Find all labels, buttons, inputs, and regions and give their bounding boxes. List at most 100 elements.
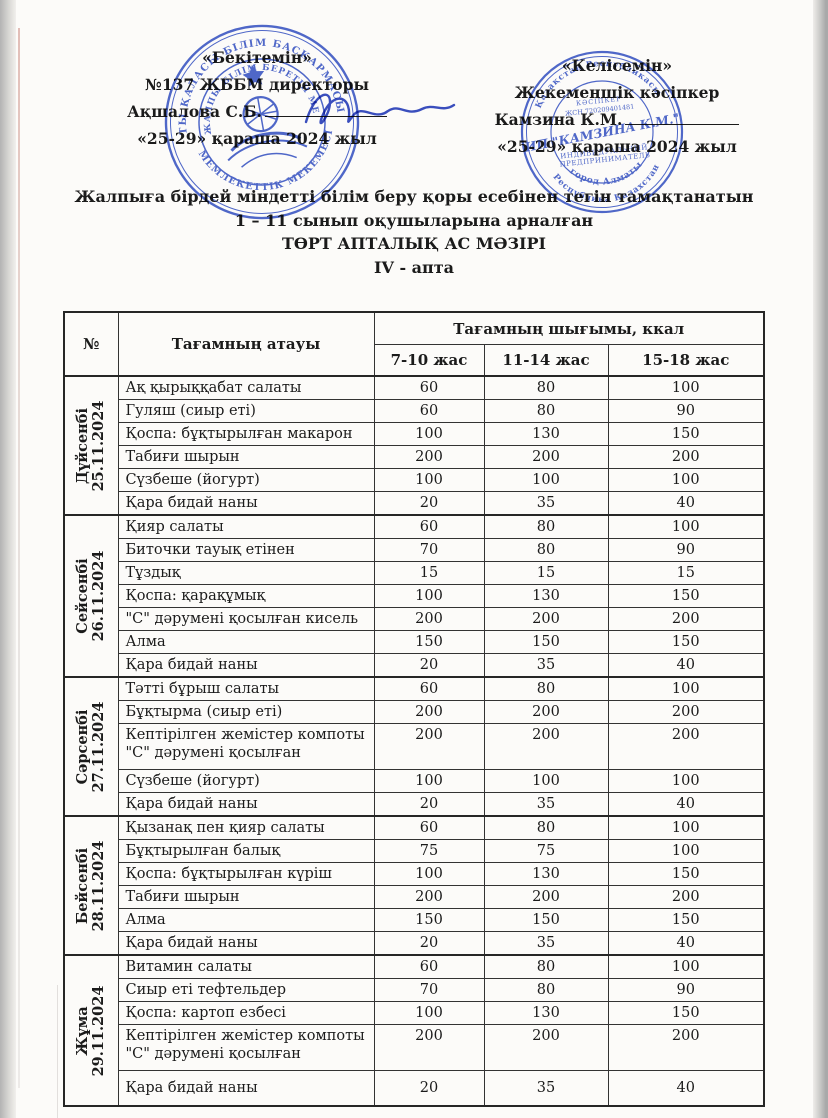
- dish-name: Биточки тауық етінен: [117, 538, 375, 562]
- approval-block-right: «Келісемін» Жекеменшік кәсіпкер Камзина …: [452, 52, 782, 160]
- header-no: №: [63, 311, 119, 377]
- approval-left-title: «Бекітемін»: [202, 48, 312, 67]
- approval-right-title: «Келісемін»: [561, 56, 673, 75]
- dish-name: Табиғи шырын: [117, 445, 375, 469]
- dish-name: Сиыр еті тефтельдер: [117, 978, 375, 1002]
- menu-row: Сүзбеше (йогурт) 100 100 100: [64, 769, 765, 793]
- dish-name: Кептірілген жемістер компоты "С" дәрумен…: [117, 723, 375, 770]
- kcal-value: 100: [483, 468, 609, 492]
- dish-name: Қоспа: бұқтырылған макарон: [117, 422, 375, 446]
- dish-name: Қоспа: бұқтырылған күріш: [117, 862, 375, 886]
- day-label-cell: Бейсенбі 28.11.2024: [63, 815, 119, 956]
- header-kcal-group: Тағамның шығымы, ккал: [373, 311, 765, 345]
- kcal-value: 40: [607, 792, 765, 817]
- kcal-value: 60: [373, 676, 485, 701]
- dish-name: Қара бидай наны: [117, 1070, 375, 1107]
- menu-row: Табиғи шырын 200 200 200: [64, 885, 765, 909]
- signature-line-right: [625, 110, 740, 125]
- dish-name: Қара бидай наны: [117, 491, 375, 516]
- menu-row: Жұма 29.11.2024 Витамин салаты 60 80 100: [63, 954, 765, 1107]
- kcal-value: 150: [483, 630, 609, 654]
- dish-name: Бұқтырма (сиыр еті): [117, 700, 375, 724]
- kcal-value: 150: [607, 584, 765, 608]
- kcal-value: 200: [483, 445, 609, 469]
- kcal-value: 200: [607, 607, 765, 631]
- approval-right-role: Жекеменшік кәсіпкер: [514, 83, 720, 102]
- dish-name: Қияр салаты: [117, 514, 375, 539]
- kcal-value: 200: [483, 1024, 609, 1071]
- kcal-value: 80: [483, 399, 609, 423]
- kcal-value: 60: [373, 375, 485, 400]
- kcal-value: 130: [483, 584, 609, 608]
- approval-right-signatory: Камзина К.М.: [452, 106, 782, 133]
- menu-row: Табиғи шырын 200 200 200: [64, 445, 765, 469]
- kcal-value: 200: [373, 1024, 485, 1071]
- kcal-value: 100: [373, 1001, 485, 1025]
- menu-row: Кептірілген жемістер компоты "С" дәрумен…: [64, 1024, 765, 1071]
- menu-row: Қоспа: қарақұмық 100 130 150: [64, 584, 765, 608]
- kcal-value: 20: [373, 1070, 485, 1107]
- kcal-value: 60: [373, 514, 485, 539]
- kcal-value: 60: [373, 399, 485, 423]
- dish-name: Алма: [117, 908, 375, 932]
- kcal-value: 75: [483, 839, 609, 863]
- kcal-value: 200: [607, 723, 765, 770]
- kcal-value: 100: [373, 468, 485, 492]
- kcal-value: 100: [607, 839, 765, 863]
- scan-edge-right: [813, 0, 828, 1118]
- header-age-15-18: 15-18 жас: [607, 344, 765, 377]
- menu-table-header: № Тағамның атауы Тағамның шығымы, ккал 7…: [63, 311, 765, 377]
- dish-name: "С" дәрумені қосылған кисель: [117, 607, 375, 631]
- kcal-value: 20: [373, 491, 485, 516]
- menu-row: Қара бидай наны 20 35 40: [64, 792, 765, 817]
- menu-row: Сейсенбі 26.11.2024 Қияр салаты 60 80 100: [63, 514, 765, 678]
- menu-row: Дүйсенбі 25.11.2024 Ақ қырыққабат салаты 60…: [63, 375, 765, 516]
- dish-name: Сүзбеше (йогурт): [117, 468, 375, 492]
- kcal-value: 40: [607, 491, 765, 516]
- kcal-value: 130: [483, 862, 609, 886]
- kcal-value: 80: [483, 815, 609, 840]
- kcal-value: 150: [607, 422, 765, 446]
- kcal-value: 80: [483, 676, 609, 701]
- kcal-value: 70: [373, 978, 485, 1002]
- day-label: Дүйсенбі 25.11.2024: [74, 400, 108, 491]
- menu-row: Бұқтырма (сиыр еті) 200 200 200: [64, 700, 765, 724]
- menu-row: Тұздық 15 15 15: [64, 561, 765, 585]
- scan-crease: [57, 985, 58, 1118]
- kcal-value: 60: [373, 815, 485, 840]
- dish-name: Қара бидай наны: [117, 792, 375, 817]
- kcal-value: 20: [373, 931, 485, 956]
- kcal-value: 200: [373, 885, 485, 909]
- kcal-value: 80: [483, 538, 609, 562]
- dish-name: Бұқтырылған балық: [117, 839, 375, 863]
- menu-row: Қоспа: бұқтырылған макарон 100 130 150: [64, 422, 765, 446]
- dish-name: Қоспа: картоп езбесі: [117, 1001, 375, 1025]
- kcal-value: 130: [483, 422, 609, 446]
- approval-right-date: «25-29» қараша 2024 жыл: [497, 137, 737, 156]
- kcal-value: 100: [607, 468, 765, 492]
- header-dish: Тағамның атауы: [117, 311, 375, 377]
- header-age-7-10: 7-10 жас: [373, 344, 485, 377]
- day-label: Сәрсенбі 27.11.2024: [74, 701, 108, 792]
- kcal-value: 35: [483, 491, 609, 516]
- kcal-value: 100: [607, 954, 765, 979]
- menu-row: Сиыр еті тефтельдер 70 80 90: [64, 978, 765, 1002]
- dish-name: Гуляш (сиыр еті): [117, 399, 375, 423]
- kcal-value: 150: [373, 630, 485, 654]
- menu-table-body: Дүйсенбі 25.11.2024 Ақ қырыққабат салаты 60…: [63, 375, 765, 1107]
- kcal-value: 200: [483, 700, 609, 724]
- director-name: Ақшалова С.Б.: [127, 102, 262, 121]
- dish-name: Тұздық: [117, 561, 375, 585]
- day-label-cell: Дүйсенбі 25.11.2024: [63, 375, 119, 516]
- kcal-value: 20: [373, 792, 485, 817]
- day-label: Жұма 29.11.2024: [74, 985, 108, 1076]
- kcal-value: 150: [607, 862, 765, 886]
- menu-row: Кептірілген жемістер компоты "С" дәрумен…: [64, 723, 765, 770]
- kcal-value: 150: [373, 908, 485, 932]
- kcal-value: 60: [373, 954, 485, 979]
- kcal-value: 80: [483, 514, 609, 539]
- menu-row: Қоспа: бұқтырылған күріш 100 130 150: [64, 862, 765, 886]
- kcal-value: 100: [607, 815, 765, 840]
- dish-name: Кептірілген жемістер компоты "С" дәрумен…: [117, 1024, 375, 1071]
